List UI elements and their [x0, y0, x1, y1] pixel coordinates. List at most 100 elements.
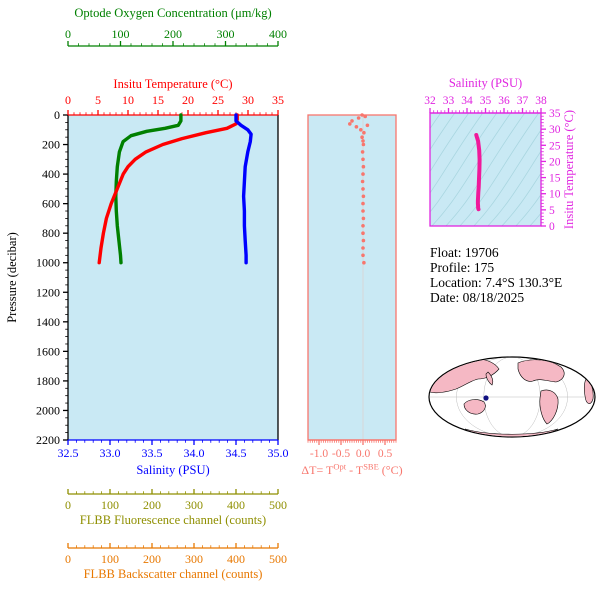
tick-label: 1000 — [36, 256, 60, 270]
location-text: Location: 7.4°S 130.3°E — [430, 275, 562, 290]
float-info-block: Float: 19706 Profile: 175 Location: 7.4°… — [430, 245, 562, 305]
profile-location-marker — [483, 395, 489, 401]
delta-t-plot: -1.0 -0.5 0.0 0.5 ΔT= TOpt - TSBE (°C) — [301, 113, 403, 478]
tick-label: 0.0 — [356, 448, 371, 460]
tick-label: 32 — [424, 95, 436, 107]
tick-label: -0.5 — [332, 448, 350, 460]
delta-t-points — [348, 113, 370, 265]
tick-label: 1600 — [36, 344, 60, 358]
tick-label: 400 — [269, 27, 287, 41]
tick-label: 33 — [443, 95, 455, 107]
date-text: Date: 08/18/2025 — [430, 290, 524, 305]
tick-label: 100 — [101, 498, 119, 512]
tick-label: 30 — [549, 124, 561, 136]
tick-label: 34 — [461, 95, 473, 107]
ts-temperature-axis-title: Insitu Temperature (°C) — [562, 110, 576, 229]
map-land — [463, 399, 486, 415]
density-contours — [430, 113, 541, 226]
tick-label: 400 — [227, 498, 245, 512]
tick-label: 25 — [549, 140, 561, 152]
tick-label: 33.0 — [100, 446, 121, 460]
salinity-axis: 32.5 33.0 33.5 34.0 34.5 35.0 Salinity (PSU) — [58, 439, 289, 477]
tick-label: 0 — [65, 498, 71, 512]
map-land — [539, 389, 559, 425]
tick-label: 20 — [549, 156, 561, 168]
tick-label: -1.0 — [310, 448, 328, 460]
salinity-axis-title: Salinity (PSU) — [136, 463, 209, 477]
tick-label: 0 — [54, 108, 60, 122]
pressure-axis-title: Pressure (decibar) — [5, 232, 19, 323]
tick-label: 38 — [535, 95, 547, 107]
tick-label: 35 — [480, 95, 492, 107]
tick-label: 0 — [65, 93, 71, 107]
oxygen-axis-title: Optode Oxygen Concentration (μm/kg) — [74, 6, 271, 20]
tick-label: 200 — [42, 138, 60, 152]
tick-label: 5 — [549, 205, 555, 217]
tick-label: 600 — [42, 197, 60, 211]
oxygen-curve — [114, 113, 183, 265]
tick-label: 37 — [517, 95, 529, 107]
fluorescence-axis-title: FLBB Fluorescence channel (counts) — [80, 513, 266, 527]
salinity-curve — [234, 113, 253, 265]
tick-label: 400 — [227, 552, 245, 566]
world-map — [428, 356, 596, 438]
tick-label: 10 — [122, 93, 134, 107]
oxygen-axis: 0 100 200 300 400 Optode Oxygen Concentration… — [65, 6, 287, 47]
tick-label: 1800 — [36, 374, 60, 388]
map-graticule — [456, 357, 568, 437]
tick-label: 100 — [101, 552, 119, 566]
tick-label: 1200 — [36, 285, 60, 299]
tick-label: 30 — [242, 93, 254, 107]
profile-number-text: Profile: 175 — [430, 260, 494, 275]
backscatter-axis-title: FLBB Backscatter channel (counts) — [84, 567, 263, 581]
tick-label: 800 — [42, 226, 60, 240]
ts-curve — [474, 133, 482, 212]
delta-t-axis-title: ΔT= TOpt - TSBE (°C) — [301, 462, 402, 478]
pressure-axis: 0 200 400 600 800 1000 1200 1400 1600 1800 2000 220… — [5, 108, 279, 447]
float-id-text: Float: 19706 — [430, 245, 499, 260]
tick-label: 15 — [152, 93, 164, 107]
ts-salinity-axis: 32 33 34 35 36 37 38 Salinity (PSU) — [424, 76, 547, 114]
tick-label: 0 — [65, 27, 71, 41]
temperature-axis: 0 5 10 15 20 25 30 35 Insitu Temperature (°C) — [65, 77, 284, 116]
tick-label: 35 — [272, 93, 284, 107]
charts-layer: 0200400600800100012001400160018002000220… — [5, 6, 596, 581]
temperature-curve — [97, 113, 239, 265]
ts-salinity-axis-title: Salinity (PSU) — [449, 76, 522, 90]
tick-label: 0 — [65, 552, 71, 566]
temperature-axis-title: Insitu Temperature (°C) — [113, 77, 232, 91]
tick-label: 100 — [112, 27, 130, 41]
tick-label: 20 — [182, 93, 194, 107]
tick-label: 0.5 — [378, 448, 393, 460]
backscatter-axis: 0 100 200 300 400 500 FLBB Backscatter channel… — [65, 543, 287, 581]
tick-label: 500 — [269, 498, 287, 512]
map-land — [485, 371, 494, 386]
tick-label: 300 — [185, 498, 203, 512]
tick-label: 2000 — [36, 403, 60, 417]
tick-label: 15 — [549, 173, 561, 185]
tick-label: 33.5 — [142, 446, 163, 460]
tick-label: 500 — [269, 552, 287, 566]
tick-label: 35 — [549, 108, 561, 120]
ts-temperature-axis: 0 5 10 15 20 25 30 35 Insitu Temperature (°C) — [541, 108, 576, 233]
map-land — [584, 378, 594, 404]
tick-label: 200 — [143, 498, 161, 512]
ts-diagram-plot: 32 33 34 35 36 37 38 Salinity (PSU) 0 5 10 15 20 25 30… — [424, 76, 576, 233]
tick-label: 0 — [549, 221, 555, 233]
tick-label: 1400 — [36, 315, 60, 329]
tick-label: 5 — [95, 93, 101, 107]
tick-label: 36 — [498, 95, 510, 107]
tick-label: 34.0 — [184, 446, 205, 460]
tick-label: 34.5 — [226, 446, 247, 460]
tick-label: 32.5 — [58, 446, 79, 460]
tick-label: 300 — [185, 552, 203, 566]
tick-label: 10 — [549, 189, 561, 201]
tick-label: 25 — [212, 93, 224, 107]
main-profile-plot: 0200400600800100012001400160018002000220… — [5, 6, 289, 581]
delta-t-axis: -1.0 -0.5 0.0 0.5 — [307, 439, 397, 460]
tick-label: 200 — [143, 552, 161, 566]
tick-label: 300 — [217, 27, 235, 41]
